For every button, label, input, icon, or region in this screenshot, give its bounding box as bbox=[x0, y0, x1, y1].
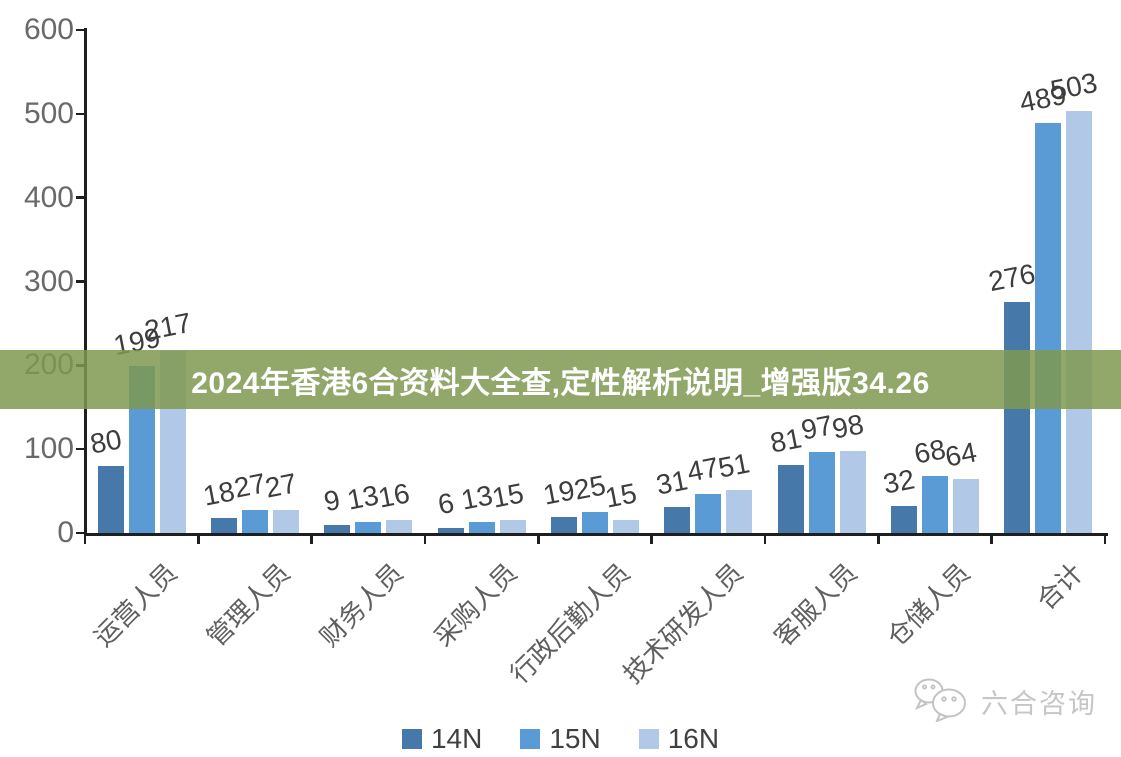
bar bbox=[664, 507, 691, 533]
bar bbox=[437, 527, 464, 533]
bar bbox=[324, 525, 351, 533]
y-tick-mark bbox=[76, 112, 85, 116]
y-tick-mark bbox=[76, 531, 85, 535]
category-label: 运营人员 bbox=[87, 557, 183, 653]
bar bbox=[1004, 301, 1031, 533]
bar bbox=[695, 493, 722, 533]
bar bbox=[273, 510, 299, 533]
bar bbox=[355, 522, 382, 533]
bar bbox=[777, 465, 804, 533]
x-tick-mark bbox=[423, 535, 427, 544]
y-axis-line bbox=[84, 28, 87, 535]
bar bbox=[891, 506, 917, 533]
bar bbox=[582, 512, 608, 533]
bar bbox=[1035, 123, 1062, 533]
legend-label: 15N bbox=[549, 723, 601, 754]
watermark: 六合咨询 bbox=[909, 676, 1097, 727]
legend-swatch bbox=[401, 729, 422, 749]
y-tick-label: 0 bbox=[57, 516, 74, 549]
legend-item: 14N bbox=[401, 723, 483, 755]
legend-label: 14N bbox=[430, 723, 483, 754]
legend: 14N 15N 16N bbox=[0, 722, 1121, 756]
y-tick-mark bbox=[76, 447, 85, 451]
bar bbox=[839, 450, 866, 533]
y-tick-mark bbox=[76, 280, 85, 283]
legend-label: 16N bbox=[667, 723, 720, 754]
x-tick-mark bbox=[197, 535, 200, 544]
bar bbox=[808, 451, 835, 533]
bar bbox=[468, 522, 495, 533]
watermark-brand: 六合咨询 bbox=[981, 689, 1097, 719]
y-tick-label: 500 bbox=[23, 96, 74, 130]
bar-value-label: 503 bbox=[1048, 67, 1101, 107]
y-tick-label: 600 bbox=[23, 13, 74, 46]
y-tick-mark bbox=[76, 28, 85, 32]
chat-bubbles-icon bbox=[909, 676, 971, 727]
bar bbox=[97, 465, 124, 533]
legend-swatch bbox=[520, 729, 541, 749]
x-tick-mark bbox=[990, 535, 993, 544]
bar bbox=[922, 475, 948, 533]
legend-item: 15N bbox=[520, 723, 601, 755]
x-tick-mark bbox=[877, 535, 880, 544]
y-tick-label: 300 bbox=[23, 264, 74, 298]
x-tick-mark bbox=[537, 535, 540, 544]
x-axis-line bbox=[84, 533, 1108, 536]
bar bbox=[613, 520, 639, 533]
x-tick-mark bbox=[1103, 535, 1107, 544]
y-tick-label: 100 bbox=[23, 432, 74, 466]
bar bbox=[953, 479, 979, 533]
bar bbox=[211, 517, 237, 533]
x-tick-mark bbox=[763, 535, 767, 544]
category-label: 合计 bbox=[1031, 557, 1090, 616]
category-label: 行政后勤人员 bbox=[504, 557, 636, 690]
bar bbox=[386, 519, 413, 533]
x-tick-mark bbox=[310, 535, 313, 544]
bar bbox=[242, 510, 268, 533]
bar-value-label: 217 bbox=[141, 306, 194, 347]
bar bbox=[1066, 111, 1093, 533]
bar bbox=[551, 517, 577, 533]
legend-item: 16N bbox=[638, 723, 720, 755]
y-tick-mark bbox=[76, 196, 85, 199]
x-tick-mark bbox=[83, 535, 87, 544]
y-tick-label: 400 bbox=[23, 180, 74, 214]
category-label: 客服人员 bbox=[767, 557, 863, 653]
category-label: 采购人员 bbox=[427, 557, 523, 653]
bar bbox=[726, 490, 753, 533]
category-label: 财务人员 bbox=[314, 557, 410, 653]
category-label: 技术研发人员 bbox=[617, 557, 750, 690]
category-label: 仓储人员 bbox=[880, 557, 976, 653]
legend-swatch bbox=[638, 729, 659, 749]
bar bbox=[499, 520, 526, 533]
x-tick-mark bbox=[650, 535, 653, 544]
banner-title: 2024年香港6合资料大全查,定性解析说明_增强版34.26 bbox=[191, 366, 930, 400]
category-label: 管理人员 bbox=[200, 557, 296, 653]
title-banner: 2024年香港6合资料大全查,定性解析说明_增强版34.26 bbox=[0, 350, 1121, 409]
